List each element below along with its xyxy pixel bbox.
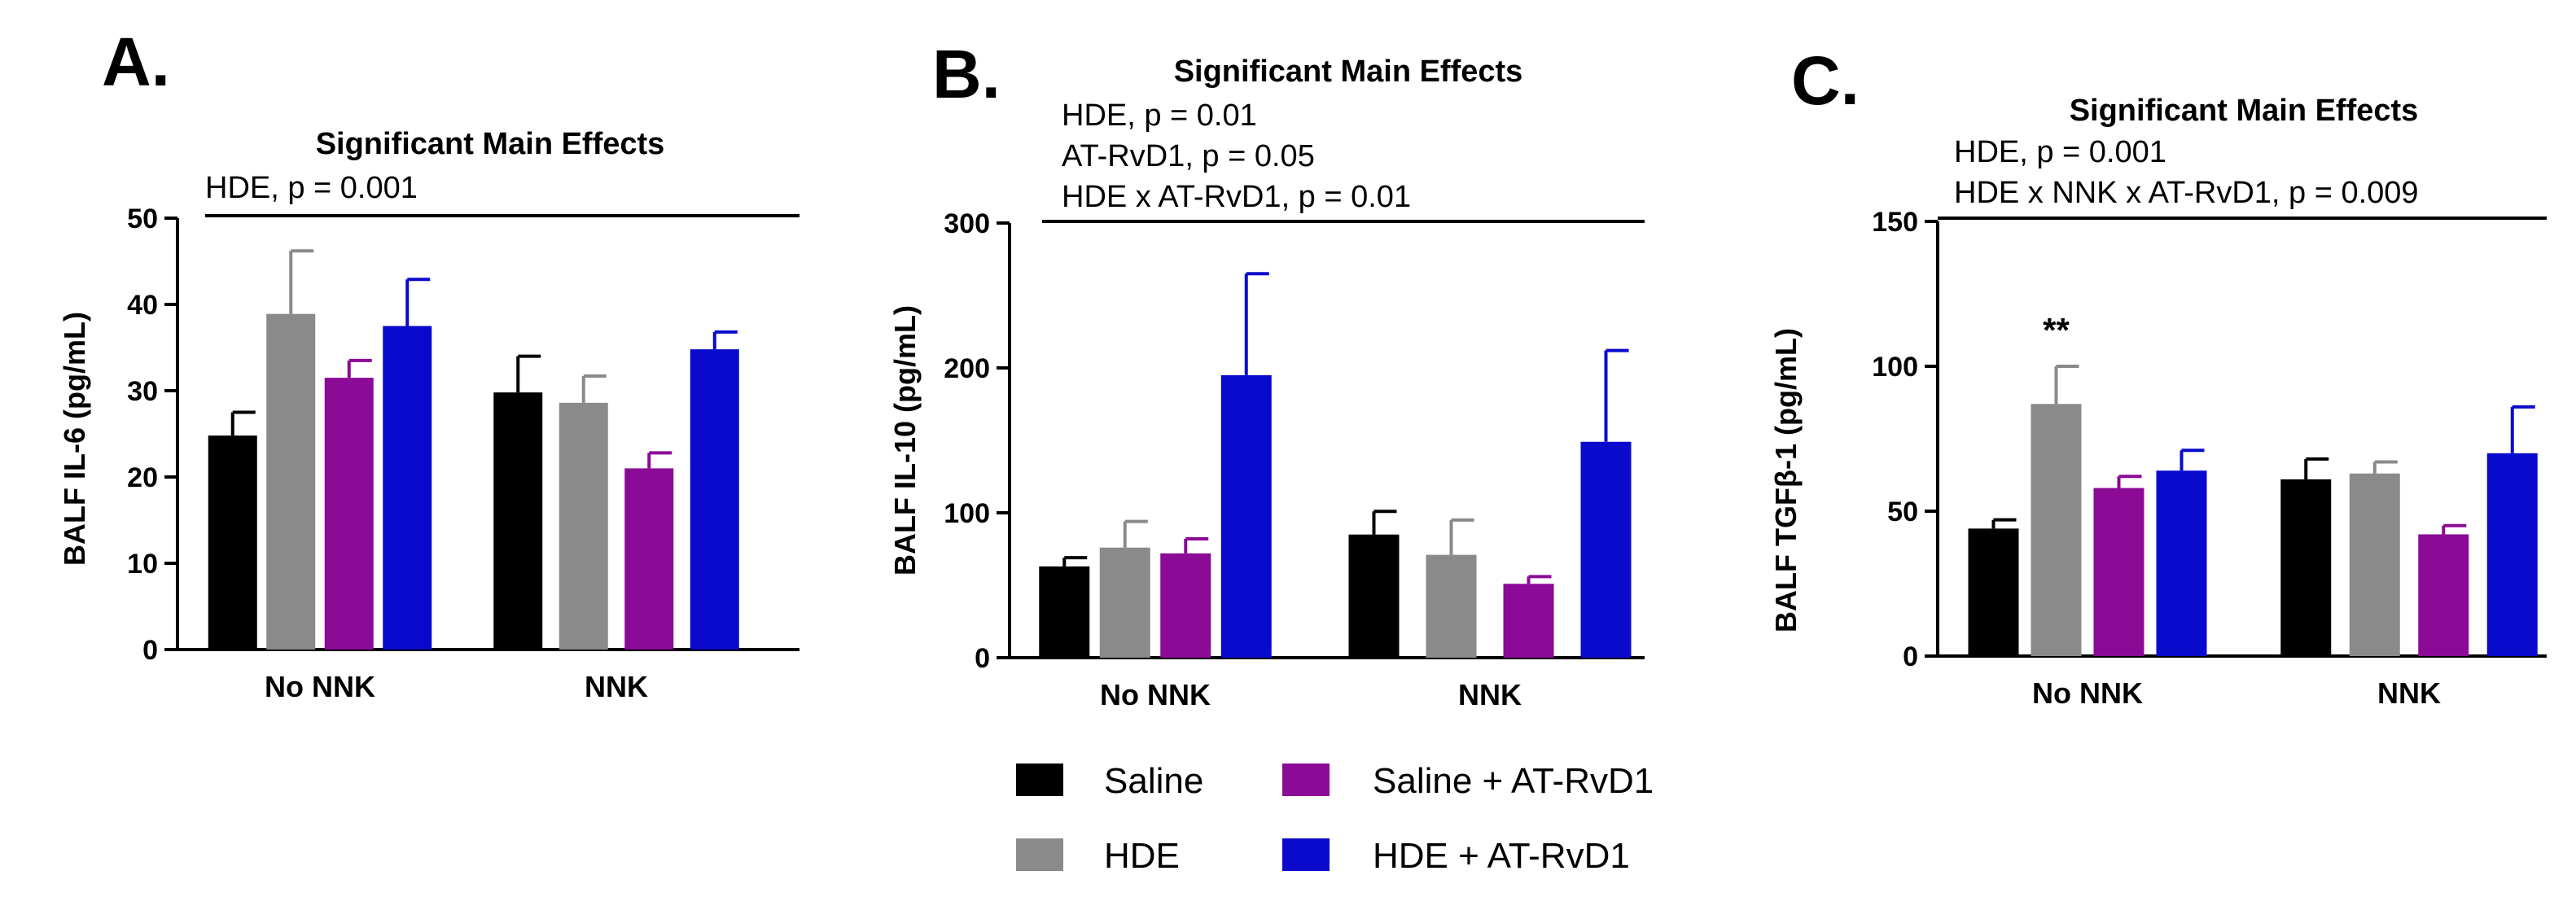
panel-c: C. Significant Main Effects HDE, p = 0.0… [1769, 42, 2547, 710]
panel-a: A. Significant Main Effects HDE, p = 0.0… [58, 24, 800, 703]
bar-no-nnk-hde [2031, 404, 2082, 656]
bar-no-nnk-saline-at-rvd1 [2093, 488, 2144, 656]
bar-no-nnk-hde [266, 313, 316, 650]
panel-a-effects-title: Significant Main Effects [316, 127, 665, 161]
panel-c-y-axis-title: BALF TGFβ-1 (pg/mL) [1769, 328, 1803, 632]
bar-nnk-saline [493, 392, 543, 650]
bar-nnk-saline-at-rvd1 [624, 468, 674, 650]
legend-label-hde-at-rvd1: HDE + AT-RvD1 [1373, 836, 1630, 876]
legend-swatch-saline [1016, 764, 1063, 796]
y-tick-label: 0 [975, 643, 990, 674]
y-tick-label: 0 [142, 635, 158, 666]
bar-nnk-saline-at-rvd1 [2418, 534, 2469, 656]
panel-a-plot: 0 10 20 30 40 50 No NNK NNK [127, 203, 800, 703]
bar-nnk-saline-at-rvd1 [1503, 584, 1554, 658]
bar-no-nnk-hde-at-rvd1 [2156, 470, 2207, 656]
bar-nnk-hde [2349, 473, 2400, 656]
bar-nnk-hde-at-rvd1 [2486, 453, 2538, 656]
x-category-label-nnk: NNK [2377, 676, 2441, 710]
panel-c-effect-1: HDE, p = 0.001 [1954, 135, 2166, 169]
y-tick-label: 50 [1887, 497, 1918, 527]
bar-nnk-saline [1348, 534, 1400, 658]
y-tick-label: 150 [1872, 207, 1918, 238]
panel-c-letter: C. [1791, 42, 1860, 119]
bar-nnk-hde [559, 402, 608, 650]
bar-no-nnk-saline [1039, 566, 1090, 658]
bar-no-nnk-saline [208, 435, 257, 650]
bar-nnk-saline [2280, 479, 2332, 656]
panel-b-effects-title: Significant Main Effects [1174, 55, 1523, 89]
y-tick-label: 200 [944, 353, 990, 384]
legend-swatch-saline-at-rvd1 [1282, 764, 1330, 796]
bar-no-nnk-hde-at-rvd1 [383, 326, 432, 650]
bar-nnk-hde [1426, 554, 1477, 658]
legend: Saline HDE Saline + AT-RvD1 HDE + AT-RvD… [1016, 761, 1654, 876]
y-tick-label: 10 [127, 549, 158, 580]
y-tick-label: 0 [1903, 641, 1918, 672]
panel-b-effect-1: HDE, p = 0.01 [1062, 98, 1257, 133]
y-tick-label: 100 [1872, 352, 1918, 383]
panel-b: B. Significant Main Effects HDE, p = 0.0… [888, 36, 1645, 711]
bar-no-nnk-saline-at-rvd1 [324, 378, 374, 650]
y-tick-label: 40 [127, 290, 158, 321]
x-category-label-nnk: NNK [1458, 678, 1522, 711]
panel-b-effect-3: HDE x AT-RvD1, p = 0.01 [1062, 180, 1411, 214]
panel-a-effect-1: HDE, p = 0.001 [205, 171, 418, 205]
panel-b-plot: 0 100 200 300 No NNK NNK [944, 208, 1645, 711]
panel-b-y-axis-title: BALF IL-10 (pg/mL) [888, 305, 922, 575]
legend-label-hde: HDE [1104, 836, 1180, 876]
significance-annotation: ** [2043, 311, 2070, 349]
bar-no-nnk-saline-at-rvd1 [1160, 553, 1211, 658]
panel-c-plot: 0 50 100 150 ** No NNK NNK [1872, 207, 2547, 710]
y-tick-label: 100 [944, 498, 990, 529]
panel-a-letter: A. [102, 24, 170, 100]
y-tick-label: 20 [127, 462, 158, 493]
bar-no-nnk-hde-at-rvd1 [1220, 374, 1272, 658]
y-tick-label: 50 [127, 203, 158, 234]
panel-b-letter: B. [932, 36, 1001, 112]
panel-c-effects-title: Significant Main Effects [2070, 94, 2419, 128]
panel-b-effect-2: AT-RvD1, p = 0.05 [1062, 139, 1315, 173]
y-tick-label: 300 [944, 208, 990, 239]
x-category-label-nnk: NNK [585, 670, 648, 703]
legend-swatch-hde-at-rvd1 [1282, 838, 1330, 871]
legend-label-saline-at-rvd1: Saline + AT-RvD1 [1373, 761, 1654, 801]
bar-no-nnk-saline [1968, 528, 2019, 656]
legend-swatch-hde [1016, 838, 1063, 871]
panel-a-y-axis-title: BALF IL-6 (pg/mL) [58, 312, 91, 566]
x-category-label-no-nnk: No NNK [1100, 678, 1211, 711]
bar-nnk-hde-at-rvd1 [1580, 441, 1632, 658]
x-category-label-no-nnk: No NNK [265, 670, 375, 703]
y-tick-label: 30 [127, 376, 158, 407]
x-category-label-no-nnk: No NNK [2032, 676, 2143, 710]
panel-c-effect-2: HDE x NNK x AT-RvD1, p = 0.009 [1954, 176, 2419, 210]
bar-no-nnk-hde [1099, 547, 1150, 658]
bar-nnk-hde-at-rvd1 [690, 349, 739, 650]
legend-label-saline: Saline [1104, 761, 1203, 801]
